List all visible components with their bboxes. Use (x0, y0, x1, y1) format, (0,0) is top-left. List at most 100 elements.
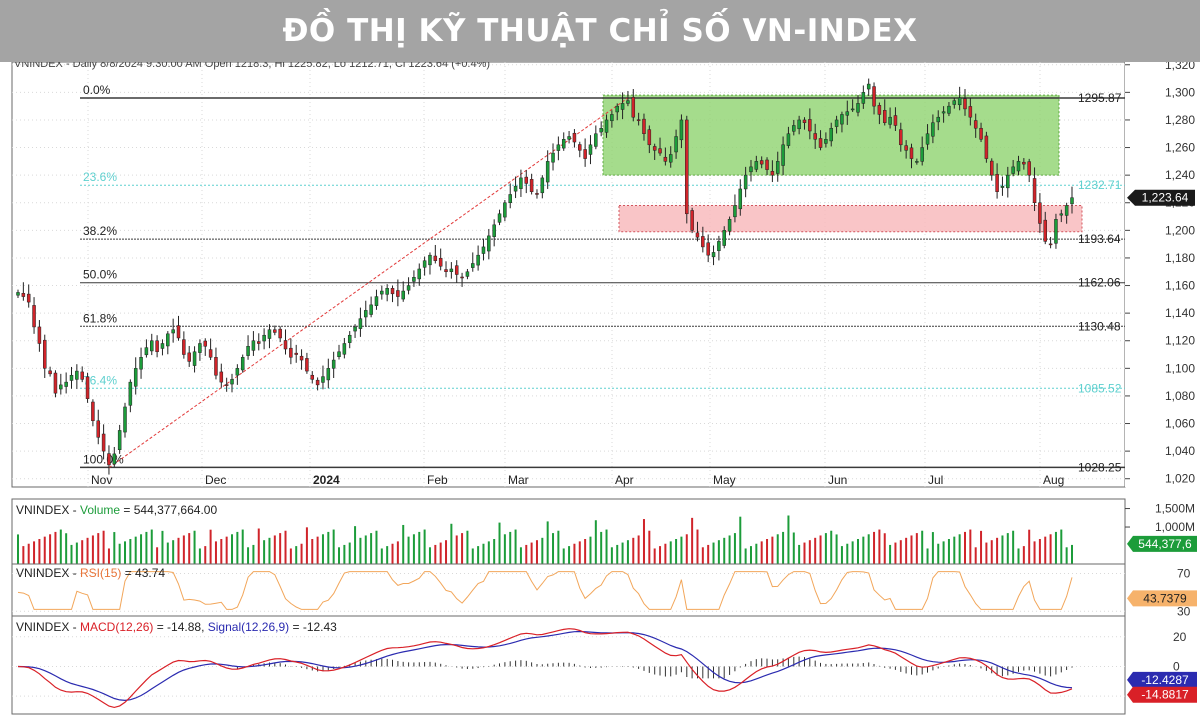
volume-bar (546, 521, 549, 564)
volume-bar (589, 536, 592, 564)
fib-percent-label: 76.4% (83, 373, 117, 387)
volume-bar (573, 543, 576, 564)
volume-bar (862, 536, 865, 564)
volume-bar (59, 529, 62, 564)
volume-bar (43, 536, 46, 564)
volume-title: VNINDEX - Volume = 544,377,664.00 (16, 503, 217, 517)
x-tick-label: Jun (828, 473, 847, 487)
candle-body (331, 359, 336, 369)
volume-pane: 1,500M 1,000M VNINDEX - Volume = 544,377,6… (11, 498, 1197, 565)
candle-body (347, 334, 352, 343)
candle-body (813, 133, 817, 140)
candle-body (235, 368, 240, 376)
candle-body (775, 161, 780, 174)
volume-bar (118, 543, 121, 564)
candle-body (257, 341, 261, 344)
volume-bar (257, 528, 260, 564)
candle-body (101, 433, 106, 452)
candle-body (139, 357, 143, 370)
candle-body (358, 318, 363, 329)
rsi-last-marker (1127, 590, 1197, 607)
volume-bar (921, 530, 924, 564)
rsi-plot-area (11, 563, 1126, 617)
volume-bar (375, 530, 378, 564)
volume-bar (1028, 529, 1031, 564)
candle-body (251, 340, 256, 351)
volume-bar (124, 541, 127, 564)
candle-body (53, 372, 58, 394)
volume-bar (65, 533, 68, 564)
volume-bar (578, 541, 581, 564)
volume-bar (899, 540, 902, 564)
candle-body (342, 343, 347, 355)
fib-value-label: 1028.25 (1078, 460, 1122, 474)
volume-bar (659, 546, 662, 564)
candle-body (524, 176, 529, 184)
candle-body (936, 116, 940, 123)
volume-bar (91, 535, 94, 564)
rsi-pane: 70 30 VNINDEX - RSI(15) = 43.74 43.7379 (11, 563, 1197, 618)
volume-bar (803, 542, 806, 564)
volume-bar (541, 537, 544, 564)
y-tick-label: 1,060 (1165, 417, 1195, 431)
candle-body (995, 174, 999, 192)
volume-bar (846, 543, 849, 564)
y-tick-label: 1,040 (1165, 444, 1195, 458)
candle-body (802, 119, 807, 123)
volume-bar (1065, 547, 1068, 564)
volume-bar (477, 546, 480, 564)
candle-body (920, 147, 924, 162)
candle-body (64, 381, 68, 387)
fib-percent-label: 50.0% (83, 268, 117, 282)
candle-body (685, 119, 689, 215)
volume-bar (851, 541, 854, 564)
volume-bar (685, 534, 688, 564)
volume-bar (338, 547, 341, 564)
candle-body (770, 171, 775, 176)
macd-last-label: -14.8817 (1141, 688, 1189, 702)
volume-bar (1033, 541, 1036, 564)
volume-bar (503, 534, 506, 564)
signal-last-label: -12.4287 (1141, 673, 1189, 687)
volume-bar (771, 536, 774, 564)
candle-body (545, 161, 550, 183)
candle-body (626, 100, 630, 104)
candle-body (872, 86, 876, 107)
candle-body (417, 268, 422, 280)
y-tick-label: 1,280 (1165, 113, 1195, 127)
volume-bar (584, 539, 587, 564)
candle-body (1043, 219, 1047, 242)
volume-bar (632, 537, 635, 564)
candle-body (588, 144, 593, 155)
volume-bar (445, 540, 448, 564)
candle-body (561, 139, 566, 149)
candle-body (171, 329, 175, 334)
volume-bar (980, 530, 983, 564)
volume-bar (530, 542, 533, 564)
volume-bar (225, 536, 228, 564)
volume-bar (985, 542, 988, 564)
volume-bar (728, 535, 731, 564)
volume-bar (455, 535, 458, 564)
volume-bar (819, 535, 822, 564)
candle-body (326, 368, 331, 381)
volume-bar (423, 529, 426, 564)
volume-bar (1060, 529, 1063, 564)
volume-bar (910, 535, 913, 564)
candle-body (947, 105, 951, 114)
candle-body (321, 376, 325, 383)
volume-bar (1017, 548, 1020, 564)
volume-last-label: 544,377,6 (1138, 537, 1192, 551)
volume-bar (412, 534, 415, 564)
volume-bar (1012, 530, 1015, 564)
volume-bar (140, 534, 143, 564)
volume-bar (712, 542, 715, 564)
volume-bar (332, 529, 335, 564)
candle-body (497, 213, 502, 223)
volume-bar (177, 537, 180, 564)
candle-body (915, 161, 919, 163)
candle-body (144, 347, 149, 356)
candle-body (155, 340, 159, 353)
candle-body (187, 352, 191, 362)
candle-body (481, 246, 486, 254)
